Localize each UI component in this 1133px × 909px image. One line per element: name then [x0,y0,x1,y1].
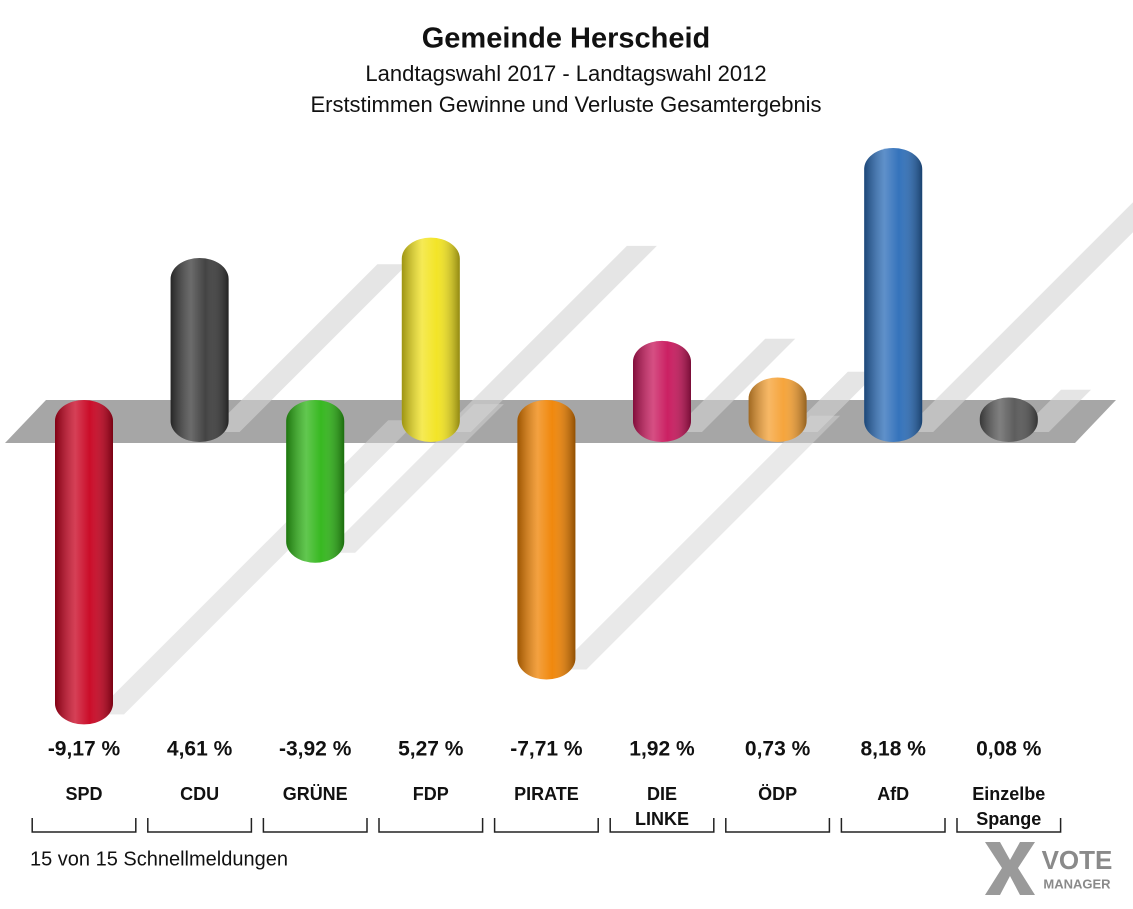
bar-highlight [633,340,691,442]
bar-highlight [401,237,460,442]
logo-text: MANAGER [1043,876,1111,891]
value-label: 1,92 % [629,738,695,761]
label-bracket [147,818,253,833]
label-bracket [956,818,1062,833]
value-label: -9,17 % [48,738,121,761]
value-label: 0,73 % [745,738,811,761]
bar-highlight [979,397,1038,442]
bar-shadow [325,404,504,553]
label-bracket [609,818,715,833]
footer-note: 15 von 15 Schnellmeldungen [30,848,288,870]
bar-highlight [170,258,229,442]
bar-highlight [286,400,345,563]
bar-shadow [209,264,408,432]
bar-shadow [672,338,796,432]
x-tick-label: ÖDP [758,784,797,804]
x-tick-label: FDP [413,784,449,804]
label-bracket [262,818,368,833]
logo-mark [985,842,1035,895]
x-tick-label: AfD [877,784,909,804]
x-tick-label: SPD [65,784,102,804]
label-bracket [840,818,946,833]
value-label: 8,18 % [861,738,927,761]
bar-highlight [517,400,576,680]
value-label: 5,27 % [398,738,464,761]
chart-subtitle: Landtagswahl 2017 - Landtagswahl 2012 [365,61,766,86]
x-tick-label: Einzelbe Spange [972,784,1045,829]
x-tick-label: CDU [180,784,219,804]
bar-shadow [556,415,841,670]
label-bracket [378,818,484,833]
value-label: 0,08 % [976,738,1042,761]
bar-shadow [94,420,419,715]
bar-shadow [440,245,657,432]
value-label: -7,71 % [510,738,583,761]
bar-highlight [748,377,807,442]
bar-shadow [903,202,1133,432]
logo: VOTE MANAGER [985,842,1112,895]
x-tick-label: PIRATE [514,784,579,804]
label-bracket [31,818,137,833]
value-label: -3,92 % [279,738,352,761]
x-tick-label: DIE LINKE [635,784,689,829]
bar-highlight [55,400,113,725]
logo-text: VOTE [1042,845,1113,875]
bar-shadow [787,371,878,432]
bar-highlight [864,148,923,442]
label-bracket [493,818,599,833]
chart-subtitle: Erststimmen Gewinne und Verluste Gesamte… [310,92,821,117]
x-tick-label: GRÜNE [283,784,348,804]
chart-title: Gemeinde Herscheid [422,23,711,55]
value-label: 4,61 % [167,738,233,761]
label-bracket [725,818,831,833]
